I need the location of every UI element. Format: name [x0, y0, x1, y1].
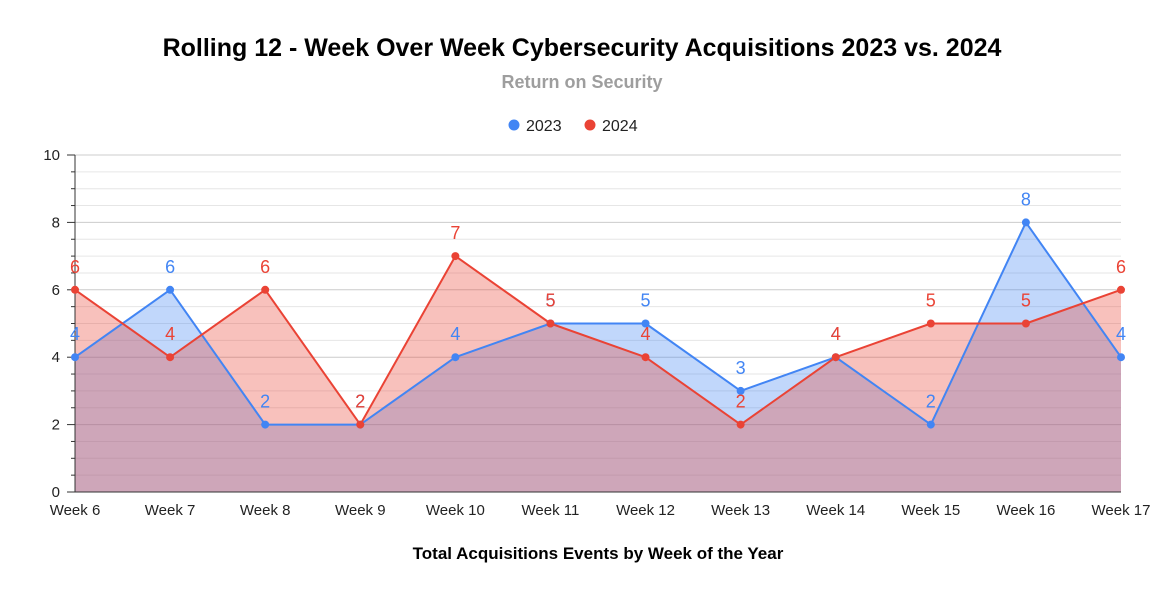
grid — [75, 154, 1121, 476]
chart-title: Rolling 12 - Week Over Week Cybersecurit… — [163, 34, 1002, 62]
x-axis-label: Total Acquisitions Events by Week of the… — [413, 544, 784, 563]
x-tick-label: Week 7 — [145, 502, 196, 519]
data-label-2024: 4 — [641, 324, 651, 344]
y-axis-ticks: 0 2 4 6 8 10 — [43, 147, 60, 501]
point-2024-week-10 — [451, 252, 460, 261]
data-label-2023: 8 — [1021, 189, 1031, 209]
data-label-2024: 2 — [355, 392, 365, 412]
point-2024-week-7 — [166, 353, 175, 362]
data-label-2024: 7 — [450, 223, 460, 243]
point-2024-week-14 — [831, 353, 840, 362]
data-label-2023: 2 — [926, 392, 936, 412]
data-label-2024: 2 — [736, 392, 746, 412]
x-tick-label: Week 8 — [240, 502, 291, 519]
x-axis-ticks: Week 6 Week 7 Week 8 Week 9 Week 10 Week 11 We… — [50, 502, 1151, 519]
data-label-2024: 4 — [165, 324, 175, 344]
data-label-2023: 2 — [260, 392, 270, 412]
point-2023-week-8 — [261, 420, 270, 429]
point-2023-week-12 — [641, 319, 650, 328]
chart-subtitle: Return on Security — [501, 72, 662, 92]
series-points — [71, 218, 1125, 429]
data-label-2023: 5 — [545, 291, 555, 311]
data-label-2023: 6 — [165, 257, 175, 277]
data-label-2023: 4 — [1116, 324, 1126, 344]
data-label-2024: 5 — [545, 291, 555, 311]
point-2024-week-6 — [71, 285, 79, 294]
data-label-2023: 5 — [641, 291, 651, 311]
point-2023-week-6 — [71, 353, 79, 362]
x-tick-label: Week 6 — [50, 502, 101, 519]
data-label-2023: 2 — [355, 392, 365, 412]
area-2024 — [75, 256, 1121, 492]
y-tick-label: 8 — [52, 214, 60, 231]
legend-label-2024: 2024 — [602, 118, 638, 135]
x-tick-label: Week 14 — [806, 502, 865, 519]
point-2023-week-10 — [451, 353, 460, 362]
x-tick-label: Week 11 — [522, 502, 580, 519]
data-label-2024: 6 — [1116, 257, 1126, 277]
point-2024-week-17 — [1117, 285, 1125, 294]
legend-marker-2023 — [508, 119, 520, 131]
x-tick-label: Week 9 — [335, 502, 386, 519]
legend: 2023 2024 — [508, 118, 638, 135]
legend-marker-2024 — [584, 119, 596, 131]
point-2023-week-17 — [1117, 353, 1125, 362]
point-2024-week-15 — [926, 319, 935, 328]
point-2024-week-16 — [1021, 319, 1030, 328]
data-label-2024: 6 — [260, 257, 270, 277]
series-areas — [75, 222, 1121, 492]
y-tick-label: 6 — [52, 282, 60, 299]
point-2023-week-13 — [736, 386, 745, 395]
point-2023-week-16 — [1021, 218, 1030, 227]
legend-label-2023: 2023 — [526, 118, 562, 135]
data-label-2024: 5 — [1021, 291, 1031, 311]
point-2024-week-8 — [261, 285, 270, 294]
x-tick-label: Week 17 — [1092, 502, 1151, 519]
line-2023 — [74, 221, 1122, 426]
data-label-2024: 5 — [926, 291, 936, 311]
point-2023-week-7 — [166, 285, 175, 294]
y-tick-label: 0 — [52, 484, 60, 501]
series-lines — [74, 221, 1122, 426]
data-label-2023: 4 — [70, 324, 80, 344]
data-label-2024: 6 — [70, 257, 80, 277]
data-label-2023: 4 — [831, 324, 841, 344]
data-label-2024: 4 — [831, 324, 841, 344]
point-2024-week-12 — [641, 353, 650, 362]
point-2024-week-11 — [546, 319, 555, 328]
x-tick-label: Week 12 — [616, 502, 675, 519]
x-tick-label: Week 15 — [901, 502, 960, 519]
data-label-2023: 3 — [736, 358, 746, 378]
y-tick-label: 10 — [43, 147, 60, 164]
line-2024 — [74, 255, 1122, 426]
x-tick-label: Week 10 — [426, 502, 485, 519]
y-tick-label: 2 — [52, 417, 60, 434]
x-tick-label: Week 16 — [996, 502, 1055, 519]
x-tick-label: Week 13 — [711, 502, 770, 519]
y-tick-label: 4 — [52, 349, 60, 366]
data-label-2023: 4 — [450, 324, 460, 344]
point-2024-week-13 — [736, 420, 745, 429]
point-2024-week-9 — [356, 420, 365, 429]
point-2023-week-15 — [926, 420, 935, 429]
